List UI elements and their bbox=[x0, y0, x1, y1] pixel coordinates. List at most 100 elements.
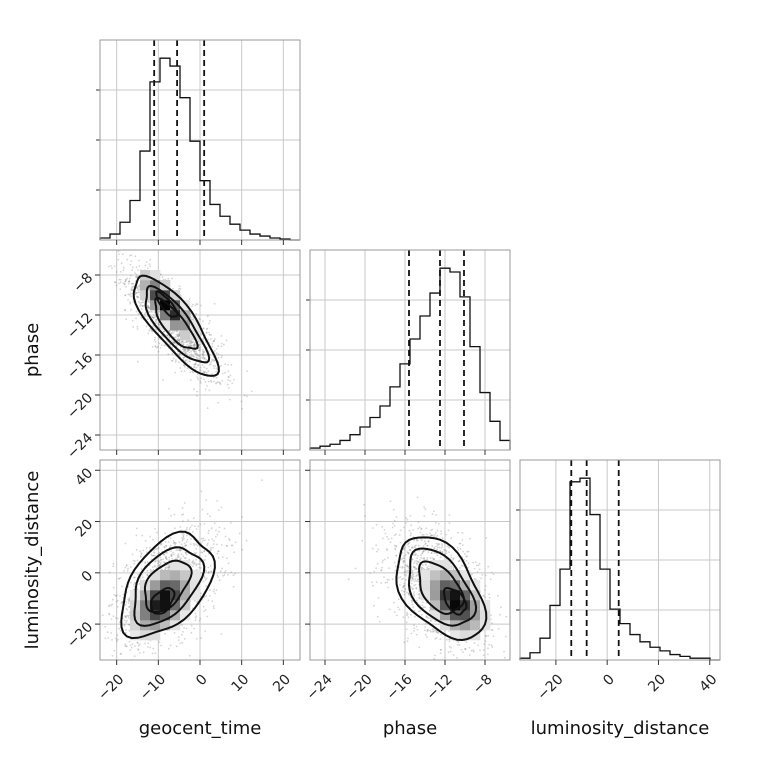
scatter-point bbox=[394, 569, 397, 572]
scatter-point bbox=[160, 542, 163, 545]
y-axis-label-phase: phase bbox=[22, 323, 43, 377]
density-cell bbox=[430, 560, 441, 571]
scatter-point bbox=[417, 554, 419, 557]
scatter-point bbox=[415, 580, 417, 582]
scatter-point bbox=[205, 332, 208, 334]
scatter-point bbox=[387, 556, 389, 559]
scatter-point bbox=[473, 642, 476, 645]
scatter-point bbox=[172, 341, 175, 343]
scatter-point bbox=[168, 507, 170, 510]
scatter-point bbox=[160, 334, 163, 337]
density-cell bbox=[180, 300, 191, 311]
y-tick-label-phase: −20 bbox=[64, 390, 96, 422]
scatter-point bbox=[229, 539, 231, 542]
scatter-point bbox=[205, 328, 208, 330]
scatter-point bbox=[387, 586, 390, 589]
scatter-point bbox=[193, 544, 196, 546]
scatter-point bbox=[391, 526, 394, 529]
scatter-point bbox=[413, 566, 416, 569]
scatter-point bbox=[347, 578, 350, 581]
scatter-point bbox=[407, 552, 410, 555]
scatter-point bbox=[174, 543, 177, 546]
scatter-point bbox=[179, 642, 182, 645]
scatter-point bbox=[420, 528, 422, 530]
scatter-point bbox=[448, 638, 450, 641]
scatter-point bbox=[136, 295, 139, 298]
scatter-point bbox=[173, 527, 176, 530]
scatter-point bbox=[213, 340, 215, 342]
scatter-point bbox=[197, 378, 200, 380]
scatter-point bbox=[145, 546, 148, 549]
scatter-point bbox=[490, 614, 492, 617]
scatter-point bbox=[125, 645, 127, 648]
scatter-point bbox=[175, 557, 177, 560]
density-cell bbox=[460, 630, 471, 641]
scatter-point bbox=[176, 556, 179, 559]
scatter-point bbox=[195, 303, 198, 305]
scatter-point bbox=[139, 555, 142, 557]
scatter-point bbox=[123, 619, 126, 622]
scatter-point bbox=[219, 382, 221, 384]
scatter-point bbox=[228, 538, 230, 540]
scatter-point bbox=[124, 566, 127, 569]
scatter-point bbox=[497, 628, 500, 630]
scatter-point bbox=[185, 541, 188, 543]
scatter-point bbox=[410, 532, 412, 534]
scatter-point bbox=[214, 338, 216, 340]
scatter-point bbox=[186, 359, 188, 361]
scatter-point bbox=[208, 389, 211, 392]
scatter-point bbox=[413, 627, 416, 630]
scatter-point bbox=[394, 548, 397, 551]
scatter-point bbox=[202, 355, 205, 358]
scatter-point bbox=[176, 333, 179, 336]
scatter-point bbox=[213, 588, 216, 591]
scatter-point bbox=[200, 382, 202, 384]
x-tick-label-geocent_time: 10 bbox=[228, 671, 252, 695]
density-cell bbox=[150, 570, 161, 581]
scatter-point bbox=[409, 548, 411, 551]
scatter-point bbox=[261, 479, 263, 482]
scatter-point bbox=[225, 544, 228, 547]
scatter-point bbox=[181, 532, 184, 535]
scatter-point bbox=[210, 570, 213, 573]
scatter-point bbox=[423, 506, 426, 509]
scatter-point bbox=[207, 552, 210, 555]
scatter-point bbox=[192, 565, 194, 568]
scatter-point bbox=[144, 264, 147, 266]
scatter-point bbox=[118, 627, 120, 630]
scatter-point bbox=[202, 580, 205, 583]
scatter-point bbox=[182, 555, 185, 558]
scatter-point bbox=[187, 344, 190, 347]
scatter-point bbox=[241, 548, 244, 551]
scatter-point bbox=[217, 576, 220, 578]
x-tick-label-luminosity_distance: −20 bbox=[534, 671, 566, 703]
scatter-point bbox=[184, 352, 187, 355]
scatter-point bbox=[168, 336, 171, 339]
scatter-point bbox=[122, 266, 125, 269]
scatter-point bbox=[410, 599, 413, 602]
scatter-point bbox=[210, 570, 213, 573]
histogram-phase bbox=[309, 267, 511, 450]
scatter-point bbox=[488, 593, 490, 596]
density-cell bbox=[140, 290, 151, 301]
scatter-point bbox=[147, 305, 150, 307]
scatter-point bbox=[139, 643, 141, 646]
scatter-point bbox=[115, 600, 118, 603]
scatter-point bbox=[198, 317, 201, 320]
scatter-point bbox=[484, 585, 487, 587]
scatter-point bbox=[426, 636, 428, 638]
scatter-point bbox=[153, 551, 156, 554]
scatter-point bbox=[130, 566, 132, 568]
scatter-point bbox=[197, 363, 200, 366]
y-tick-label-luminosity_distance: 40 bbox=[72, 465, 96, 489]
scatter-point bbox=[484, 589, 486, 591]
scatter-point bbox=[407, 542, 410, 545]
scatter-point bbox=[150, 553, 153, 556]
scatter-point bbox=[213, 360, 216, 362]
scatter-point bbox=[429, 534, 432, 537]
scatter-point bbox=[193, 345, 196, 348]
scatter-point bbox=[198, 349, 200, 352]
scatter-point bbox=[206, 315, 209, 318]
scatter-point bbox=[407, 552, 410, 554]
scatter-point bbox=[154, 328, 157, 330]
